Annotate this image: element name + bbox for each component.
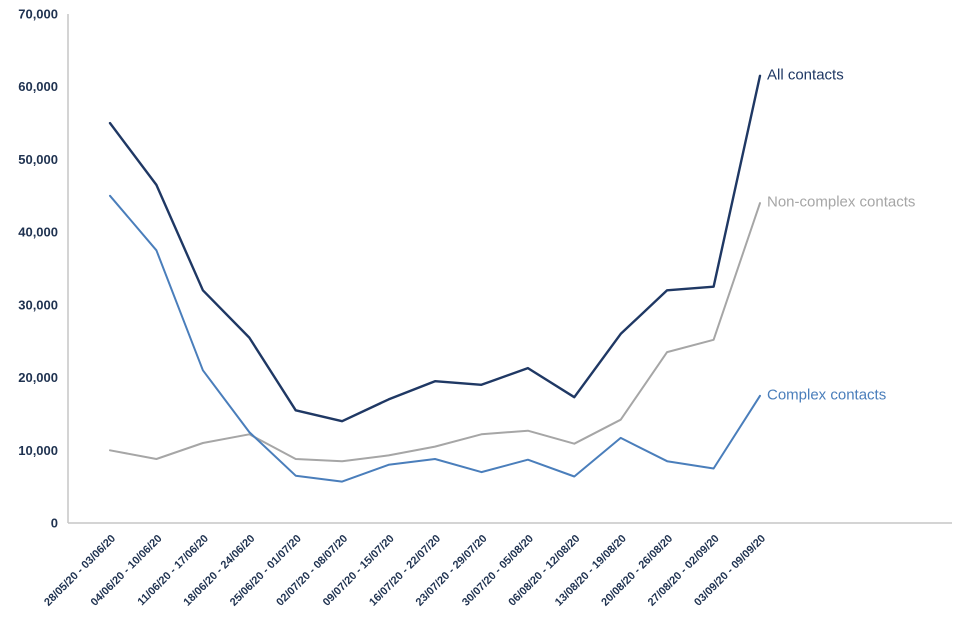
series-label-all-contacts: All contacts xyxy=(767,66,844,84)
chart-axes xyxy=(67,14,952,524)
y-tick-label: 30,000 xyxy=(18,297,58,312)
y-tick-label: 60,000 xyxy=(18,79,58,94)
y-tick-label: 70,000 xyxy=(18,7,58,22)
y-tick-label: 40,000 xyxy=(18,225,58,240)
series-label-non-complex-contacts: Non-complex contacts xyxy=(767,193,916,211)
y-tick-label: 50,000 xyxy=(18,152,58,167)
y-tick-label: 0 xyxy=(51,516,58,531)
y-tick-label: 20,000 xyxy=(18,370,58,385)
series-label-complex-contacts: Complex contacts xyxy=(767,386,887,404)
series-line-all-contacts xyxy=(108,74,762,423)
series-lines xyxy=(108,74,762,483)
y-tick-label: 10,000 xyxy=(18,443,58,458)
y-axis-tick-labels: 0 10,000 20,000 30,000 40,000 50,000 60,000 70,… xyxy=(18,7,58,531)
series-line-complex-contacts xyxy=(109,194,761,483)
series-line-non-complex-contacts xyxy=(109,202,761,463)
